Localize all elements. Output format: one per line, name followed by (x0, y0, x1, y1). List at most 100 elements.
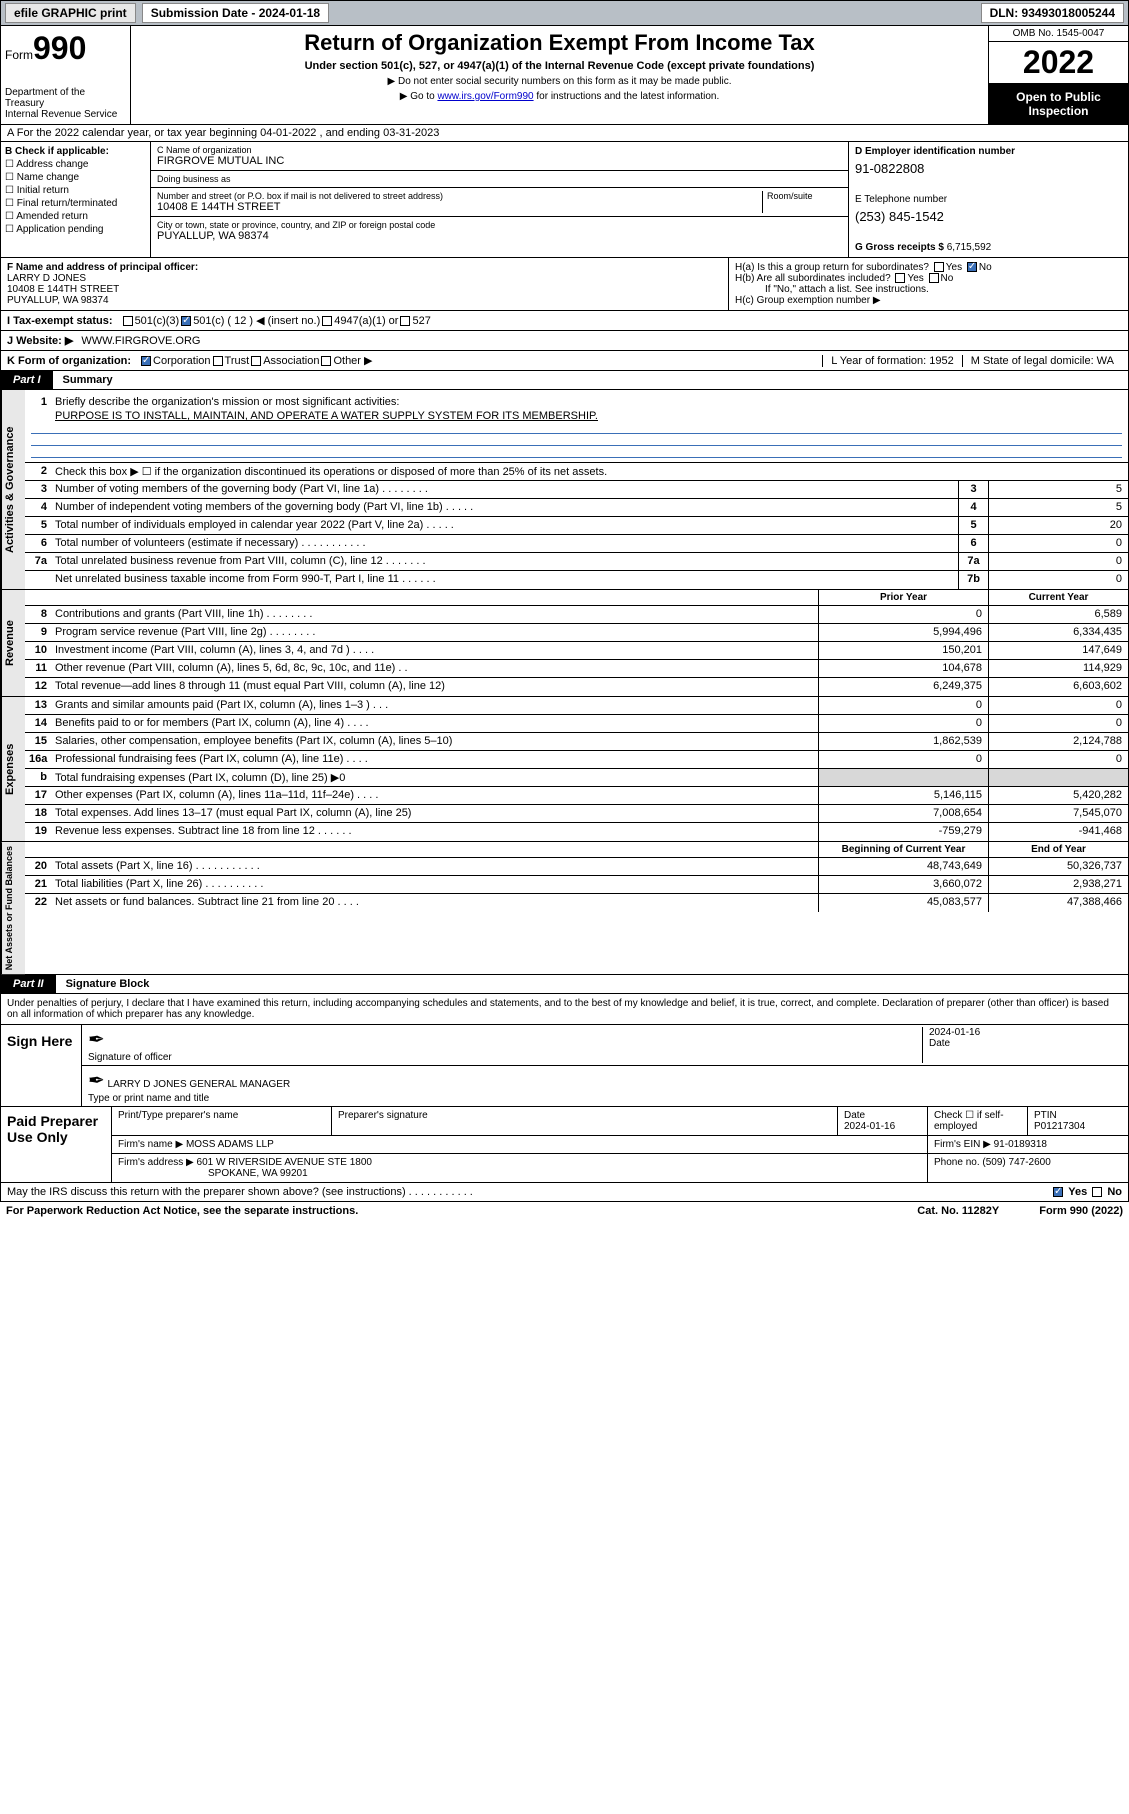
part-2-header: Part II Signature Block (0, 975, 1129, 994)
b-title: B Check if applicable: (5, 146, 146, 157)
note-ssn: ▶ Do not enter social security numbers o… (135, 76, 984, 87)
chk-corp[interactable] (141, 356, 151, 366)
footer-final: For Paperwork Reduction Act Notice, see … (0, 1202, 1129, 1220)
chk-other[interactable] (321, 356, 331, 366)
summary-row: 14Benefits paid to or for members (Part … (25, 715, 1128, 733)
form-id-box: Form990 Department of the Treasury Inter… (1, 26, 131, 124)
chk-4947[interactable] (322, 316, 332, 326)
officer-name: LARRY D JONES (7, 273, 722, 284)
chk-501c3[interactable] (123, 316, 133, 326)
website-value: WWW.FIRGROVE.ORG (81, 335, 200, 347)
sig-officer-label: Signature of officer (88, 1052, 922, 1063)
q1-mission: Briefly describe the organization's miss… (51, 394, 1128, 410)
ptin-value: P01217304 (1034, 1121, 1085, 1132)
ptin-hdr: PTIN (1034, 1110, 1057, 1121)
discuss-question: May the IRS discuss this return with the… (7, 1186, 473, 1198)
ein-label: D Employer identification number (855, 146, 1122, 157)
paid-preparer-block: Paid Preparer Use Only Print/Type prepar… (0, 1107, 1129, 1183)
chk-app-pending[interactable]: ☐ Application pending (5, 224, 146, 235)
firm-phone-label: Phone no. (934, 1157, 980, 1168)
summary-row: 17Other expenses (Part IX, column (A), l… (25, 787, 1128, 805)
row-i-tax-status: I Tax-exempt status: 501(c)(3) 501(c) ( … (0, 311, 1129, 331)
sign-here-block: Sign Here ✒ Signature of officer 2024-01… (0, 1025, 1129, 1107)
form-990-ref: Form 990 (2022) (1039, 1205, 1123, 1217)
prep-selfemp: Check ☐ if self-employed (928, 1107, 1028, 1135)
summary-row: 22Net assets or fund balances. Subtract … (25, 894, 1128, 912)
side-governance: Activities & Governance (1, 390, 25, 589)
discuss-yes[interactable] (1053, 1187, 1063, 1197)
summary-row: 12Total revenue—add lines 8 through 11 (… (25, 678, 1128, 696)
name-title-label: Type or print name and title (88, 1093, 209, 1104)
expenses-block: Expenses 13Grants and similar amounts pa… (0, 697, 1129, 842)
discuss-no[interactable] (1092, 1187, 1102, 1197)
paperwork-notice: For Paperwork Reduction Act Notice, see … (6, 1205, 358, 1217)
sign-here-label: Sign Here (1, 1025, 81, 1106)
addr-label: Number and street (or P.O. box if mail i… (157, 191, 762, 201)
org-name: FIRGROVE MUTUAL INC (157, 155, 842, 167)
part-1-header: Part I Summary (0, 371, 1129, 390)
summary-row: 7aTotal unrelated business revenue from … (25, 553, 1128, 571)
side-expenses: Expenses (1, 697, 25, 841)
hdr-end-year: End of Year (988, 842, 1128, 857)
hb-note: If "No," attach a list. See instructions… (735, 284, 1122, 295)
q2-discontinued: Check this box ▶ ☐ if the organization d… (51, 463, 1128, 480)
firm-addr-label: Firm's address ▶ (118, 1157, 194, 1168)
chk-amended[interactable]: ☐ Amended return (5, 211, 146, 222)
summary-row: bTotal fundraising expenses (Part IX, co… (25, 769, 1128, 787)
net-assets-block: Net Assets or Fund Balances Beginning of… (0, 842, 1129, 975)
ha-no[interactable] (967, 262, 977, 272)
form-label: Form (5, 48, 33, 62)
ha-yes[interactable] (934, 262, 944, 272)
ein-value: 91-0822808 (855, 161, 1122, 176)
k-label: K Form of organization: (7, 355, 131, 367)
cat-number: Cat. No. 11282Y (917, 1205, 999, 1217)
perjury-declaration: Under penalties of perjury, I declare th… (0, 994, 1129, 1025)
paid-preparer-label: Paid Preparer Use Only (1, 1107, 111, 1182)
efile-print-button[interactable]: efile GRAPHIC print (5, 3, 136, 23)
part-1-title: Summary (53, 371, 123, 389)
form-title: Return of Organization Exempt From Incom… (135, 30, 984, 56)
irs-link[interactable]: www.irs.gov/Form990 (437, 91, 533, 102)
governance-block: Activities & Governance 1Briefly describ… (0, 390, 1129, 590)
chk-final-return[interactable]: ☐ Final return/terminated (5, 198, 146, 209)
hc-exemption: H(c) Group exemption number ▶ (735, 295, 1122, 306)
chk-initial-return[interactable]: ☐ Initial return (5, 185, 146, 196)
summary-row: 8Contributions and grants (Part VIII, li… (25, 606, 1128, 624)
chk-trust[interactable] (213, 356, 223, 366)
summary-row: 9Program service revenue (Part VIII, lin… (25, 624, 1128, 642)
summary-row: 18Total expenses. Add lines 13–17 (must … (25, 805, 1128, 823)
chk-address-change[interactable]: ☐ Address change (5, 159, 146, 170)
hdr-begin-year: Beginning of Current Year (818, 842, 988, 857)
note-link: ▶ Go to www.irs.gov/Form990 for instruct… (135, 91, 984, 102)
chk-501c[interactable] (181, 316, 191, 326)
summary-row: 19Revenue less expenses. Subtract line 1… (25, 823, 1128, 841)
hb-no[interactable] (929, 273, 939, 283)
hdr-current-year: Current Year (988, 590, 1128, 605)
hb-yes[interactable] (895, 273, 905, 283)
omb-number: OMB No. 1545-0047 (989, 26, 1128, 42)
revenue-block: Revenue Prior YearCurrent Year 8Contribu… (0, 590, 1129, 697)
row-a-tax-year: A For the 2022 calendar year, or tax yea… (0, 125, 1129, 142)
summary-row: 3Number of voting members of the governi… (25, 481, 1128, 499)
501c-insert: 501(c) ( 12 ) ◀ (insert no.) (193, 314, 320, 327)
firm-name-label: Firm's name ▶ (118, 1139, 183, 1150)
tax-year: 2022 (989, 42, 1128, 84)
state-domicile: M State of legal domicile: WA (962, 355, 1122, 367)
summary-row: 4Number of independent voting members of… (25, 499, 1128, 517)
dba-label: Doing business as (157, 174, 842, 184)
chk-name-change[interactable]: ☐ Name change (5, 172, 146, 183)
summary-row: 20Total assets (Part X, line 16) . . . .… (25, 858, 1128, 876)
part-2-title: Signature Block (56, 975, 160, 993)
firm-addr1: 601 W RIVERSIDE AVENUE STE 1800 (197, 1157, 372, 1168)
chk-527[interactable] (400, 316, 410, 326)
tel-value: (253) 845-1542 (855, 209, 1122, 224)
sig-date: 2024-01-16 (929, 1027, 1122, 1038)
summary-row: 13Grants and similar amounts paid (Part … (25, 697, 1128, 715)
chk-assoc[interactable] (251, 356, 261, 366)
principal-officer: F Name and address of principal officer:… (1, 258, 728, 310)
firm-name: MOSS ADAMS LLP (186, 1139, 274, 1150)
prep-name-hdr: Print/Type preparer's name (112, 1107, 332, 1135)
hdr-prior-year: Prior Year (818, 590, 988, 605)
open-inspection: Open to Public Inspection (989, 84, 1128, 124)
city-label: City or town, state or province, country… (157, 220, 842, 230)
